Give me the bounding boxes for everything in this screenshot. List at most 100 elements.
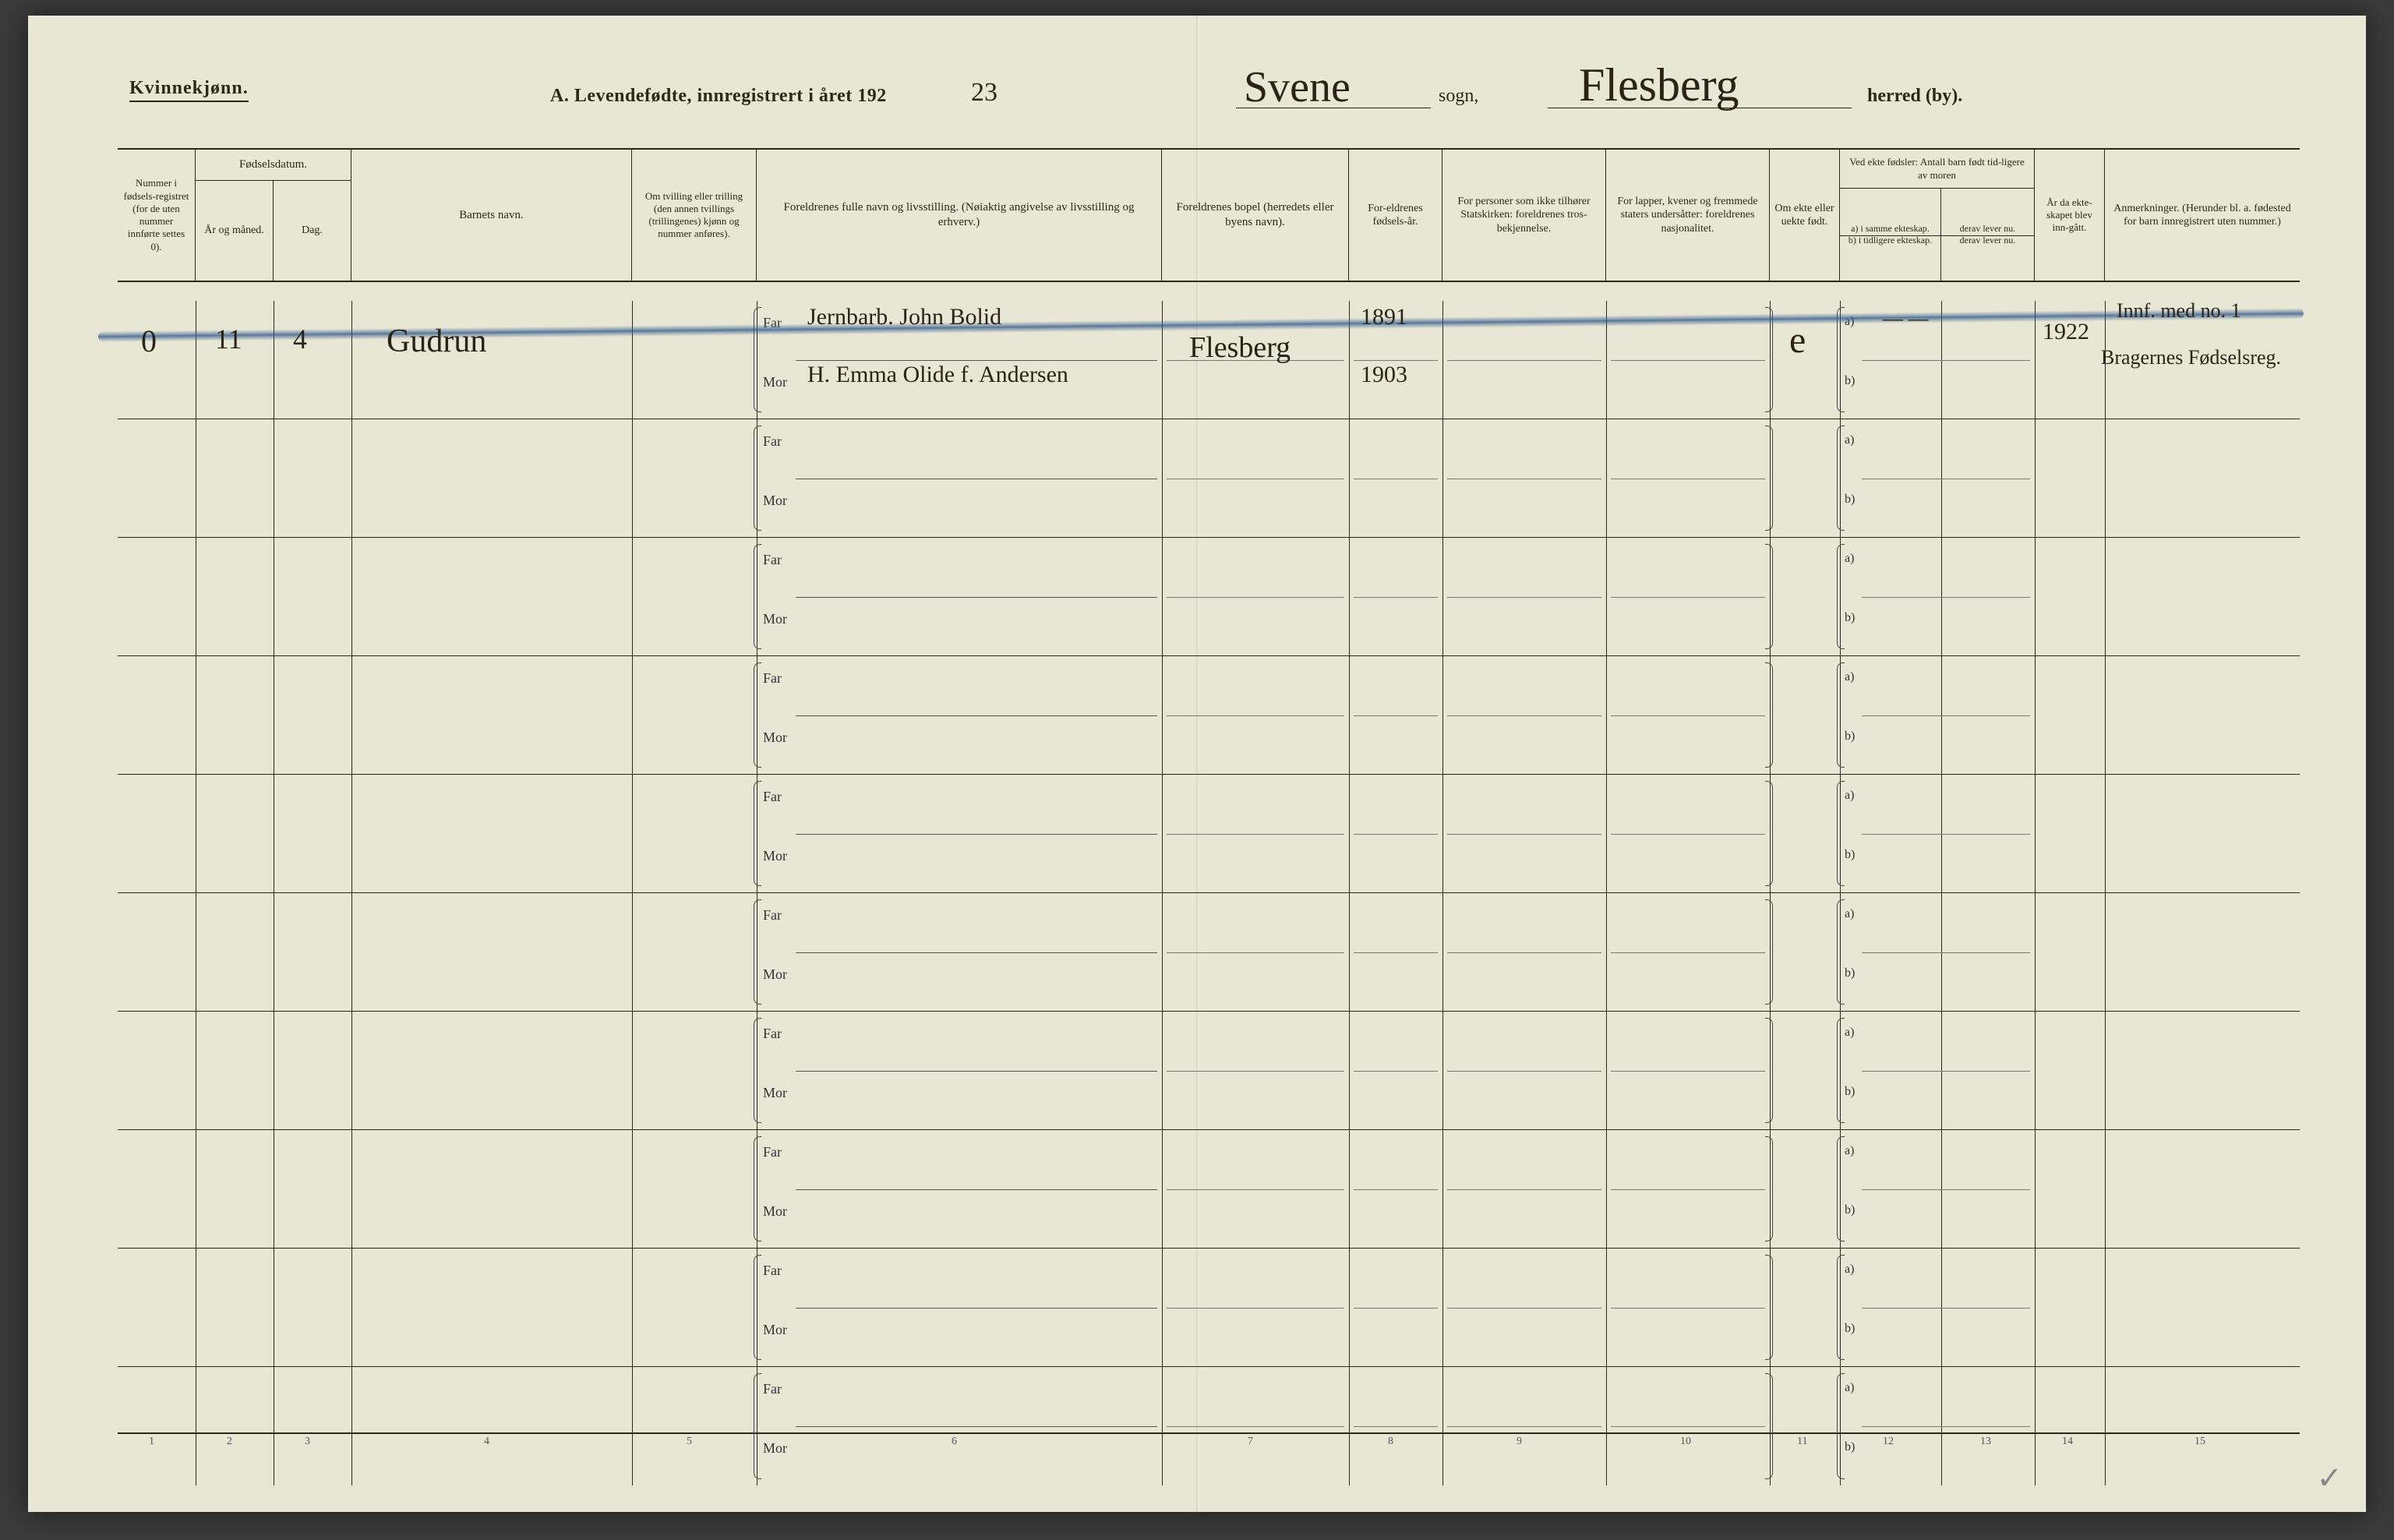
far-mor-divider (796, 952, 1157, 953)
cell-border (351, 1367, 352, 1485)
cell-border (2035, 1012, 2036, 1129)
cell-border (1162, 1012, 1163, 1129)
cell-border (2035, 893, 2036, 1011)
brace-left (754, 307, 761, 412)
th-trosbekjennelse: For personer som ikke tilhører Statskirk… (1442, 150, 1606, 281)
cell-border (632, 419, 633, 537)
half-divider (1611, 834, 1765, 835)
title-prefix: A. Levendefødte, innregistrert i året 19 (550, 86, 877, 106)
half-divider (1447, 1071, 1601, 1072)
cell-foreldre: FarMor (757, 1249, 1162, 1366)
cell-border (2105, 1012, 2106, 1129)
half-divider (1167, 834, 1344, 835)
far-mor-divider (796, 1189, 1157, 1190)
brace-left (754, 1373, 761, 1479)
half-divider (1611, 1308, 1765, 1309)
half-divider (1447, 597, 1601, 598)
cell-border (2105, 656, 2106, 774)
sogn-handwritten: Svene (1244, 62, 1351, 112)
cell-border (351, 656, 352, 774)
table-row: FarMora)b) (118, 1367, 2300, 1485)
far-mor-divider (796, 1308, 1157, 1309)
half-divider (1447, 1426, 1601, 1427)
brace-left (754, 1136, 761, 1242)
cell-border (351, 775, 352, 892)
ab-divider (1862, 1426, 2030, 1427)
mor-label: Mor (763, 1440, 787, 1457)
cell-border (1349, 1130, 1350, 1248)
table-row: FarMora)b) (118, 656, 2300, 775)
cell-border (1162, 893, 1163, 1011)
half-divider (1354, 1189, 1438, 1190)
th-aar-maaned: År og måned. (196, 181, 274, 281)
cell-border (2105, 893, 2106, 1011)
half-divider (1167, 1189, 1344, 1190)
half-divider (1611, 952, 1765, 953)
entry-nummer: 0 (141, 323, 157, 359)
page-header: Kvinnekjønn. A. Levendefødte, innregistr… (129, 70, 2288, 132)
cell-border (351, 419, 352, 537)
half-divider (1611, 1426, 1765, 1427)
cell-border (2105, 775, 2106, 892)
entry-dag: 4 (293, 323, 307, 355)
mor-label: Mor (763, 848, 787, 864)
half-divider (1354, 597, 1438, 598)
a-label: a) (1845, 789, 1854, 803)
cell-border (632, 1012, 633, 1129)
mor-label: Mor (763, 729, 787, 746)
mor-label: Mor (763, 493, 787, 509)
table-head: Nummer i fødsels-registret (for de uten … (118, 150, 2300, 282)
brace-left (754, 1255, 761, 1360)
table-row: FarMora)b) (118, 419, 2300, 538)
entry-mor-navn: H. Emma Olide f. Andersen (807, 362, 1068, 388)
brace-left (754, 544, 761, 649)
herred-label: herred (by). (1867, 86, 1962, 107)
th-bopel: Foreldrenes bopel (herredets eller byens… (1162, 150, 1349, 281)
table-body: FarMora)b)FarMora)b)FarMora)b)FarMora)b)… (118, 301, 2300, 1432)
cell-border (632, 1367, 633, 1485)
cell-border (1606, 1012, 1607, 1129)
cell-border (1442, 775, 1443, 892)
half-divider (1611, 1189, 1765, 1190)
brace-left (1837, 1136, 1845, 1242)
b-label: b) (1845, 1203, 1855, 1217)
cell-foreldre: Far Mor (757, 656, 1162, 774)
cell-border (632, 656, 633, 774)
far-label: Far (763, 670, 782, 687)
entry-ekte: e (1789, 319, 1806, 362)
entry-anm1: Innf. med no. 1 (2117, 299, 2241, 323)
cell-border (1606, 656, 1607, 774)
cell-foreldre: FarMor (757, 893, 1162, 1011)
brace-right (1765, 1136, 1773, 1242)
herred-handwritten: Flesberg (1579, 58, 1739, 112)
cell-border (1349, 893, 1350, 1011)
half-divider (1167, 1071, 1344, 1072)
half-divider (1447, 1308, 1601, 1309)
th-barnets-navn: Barnets navn. (351, 150, 632, 281)
th-dag: Dag. (274, 181, 351, 281)
half-divider (1447, 715, 1601, 716)
a-label: a) (1845, 907, 1854, 921)
cell-border (1442, 1012, 1443, 1129)
far-mor-divider (796, 715, 1157, 716)
entry-barnets-navn: Gudrun (387, 323, 486, 360)
ab-divider (1862, 952, 2030, 953)
th-anmerkninger: Anmerkninger. (Herunder bl. a. fødested … (2105, 150, 2300, 281)
half-divider (1611, 715, 1765, 716)
far-label: Far (763, 1144, 782, 1160)
cell-border (1162, 419, 1163, 537)
cell-border (351, 538, 352, 655)
brace-right (1765, 899, 1773, 1005)
a-label: a) (1845, 1144, 1854, 1158)
brace-right (1765, 1373, 1773, 1479)
entry-far-aar: 1891 (1361, 304, 1407, 330)
brace-left (754, 426, 761, 531)
brace-right (1765, 1018, 1773, 1123)
b-label: b) (1845, 729, 1855, 744)
a-label: a) (1845, 1381, 1854, 1395)
checkmark: ✓ (2316, 1460, 2343, 1496)
th-foreldre-navn: Foreldrenes fulle navn og livsstilling. … (757, 150, 1162, 281)
table-row: FarMora)b) (118, 775, 2300, 893)
cell-border (1349, 656, 1350, 774)
far-label: Far (763, 907, 782, 924)
